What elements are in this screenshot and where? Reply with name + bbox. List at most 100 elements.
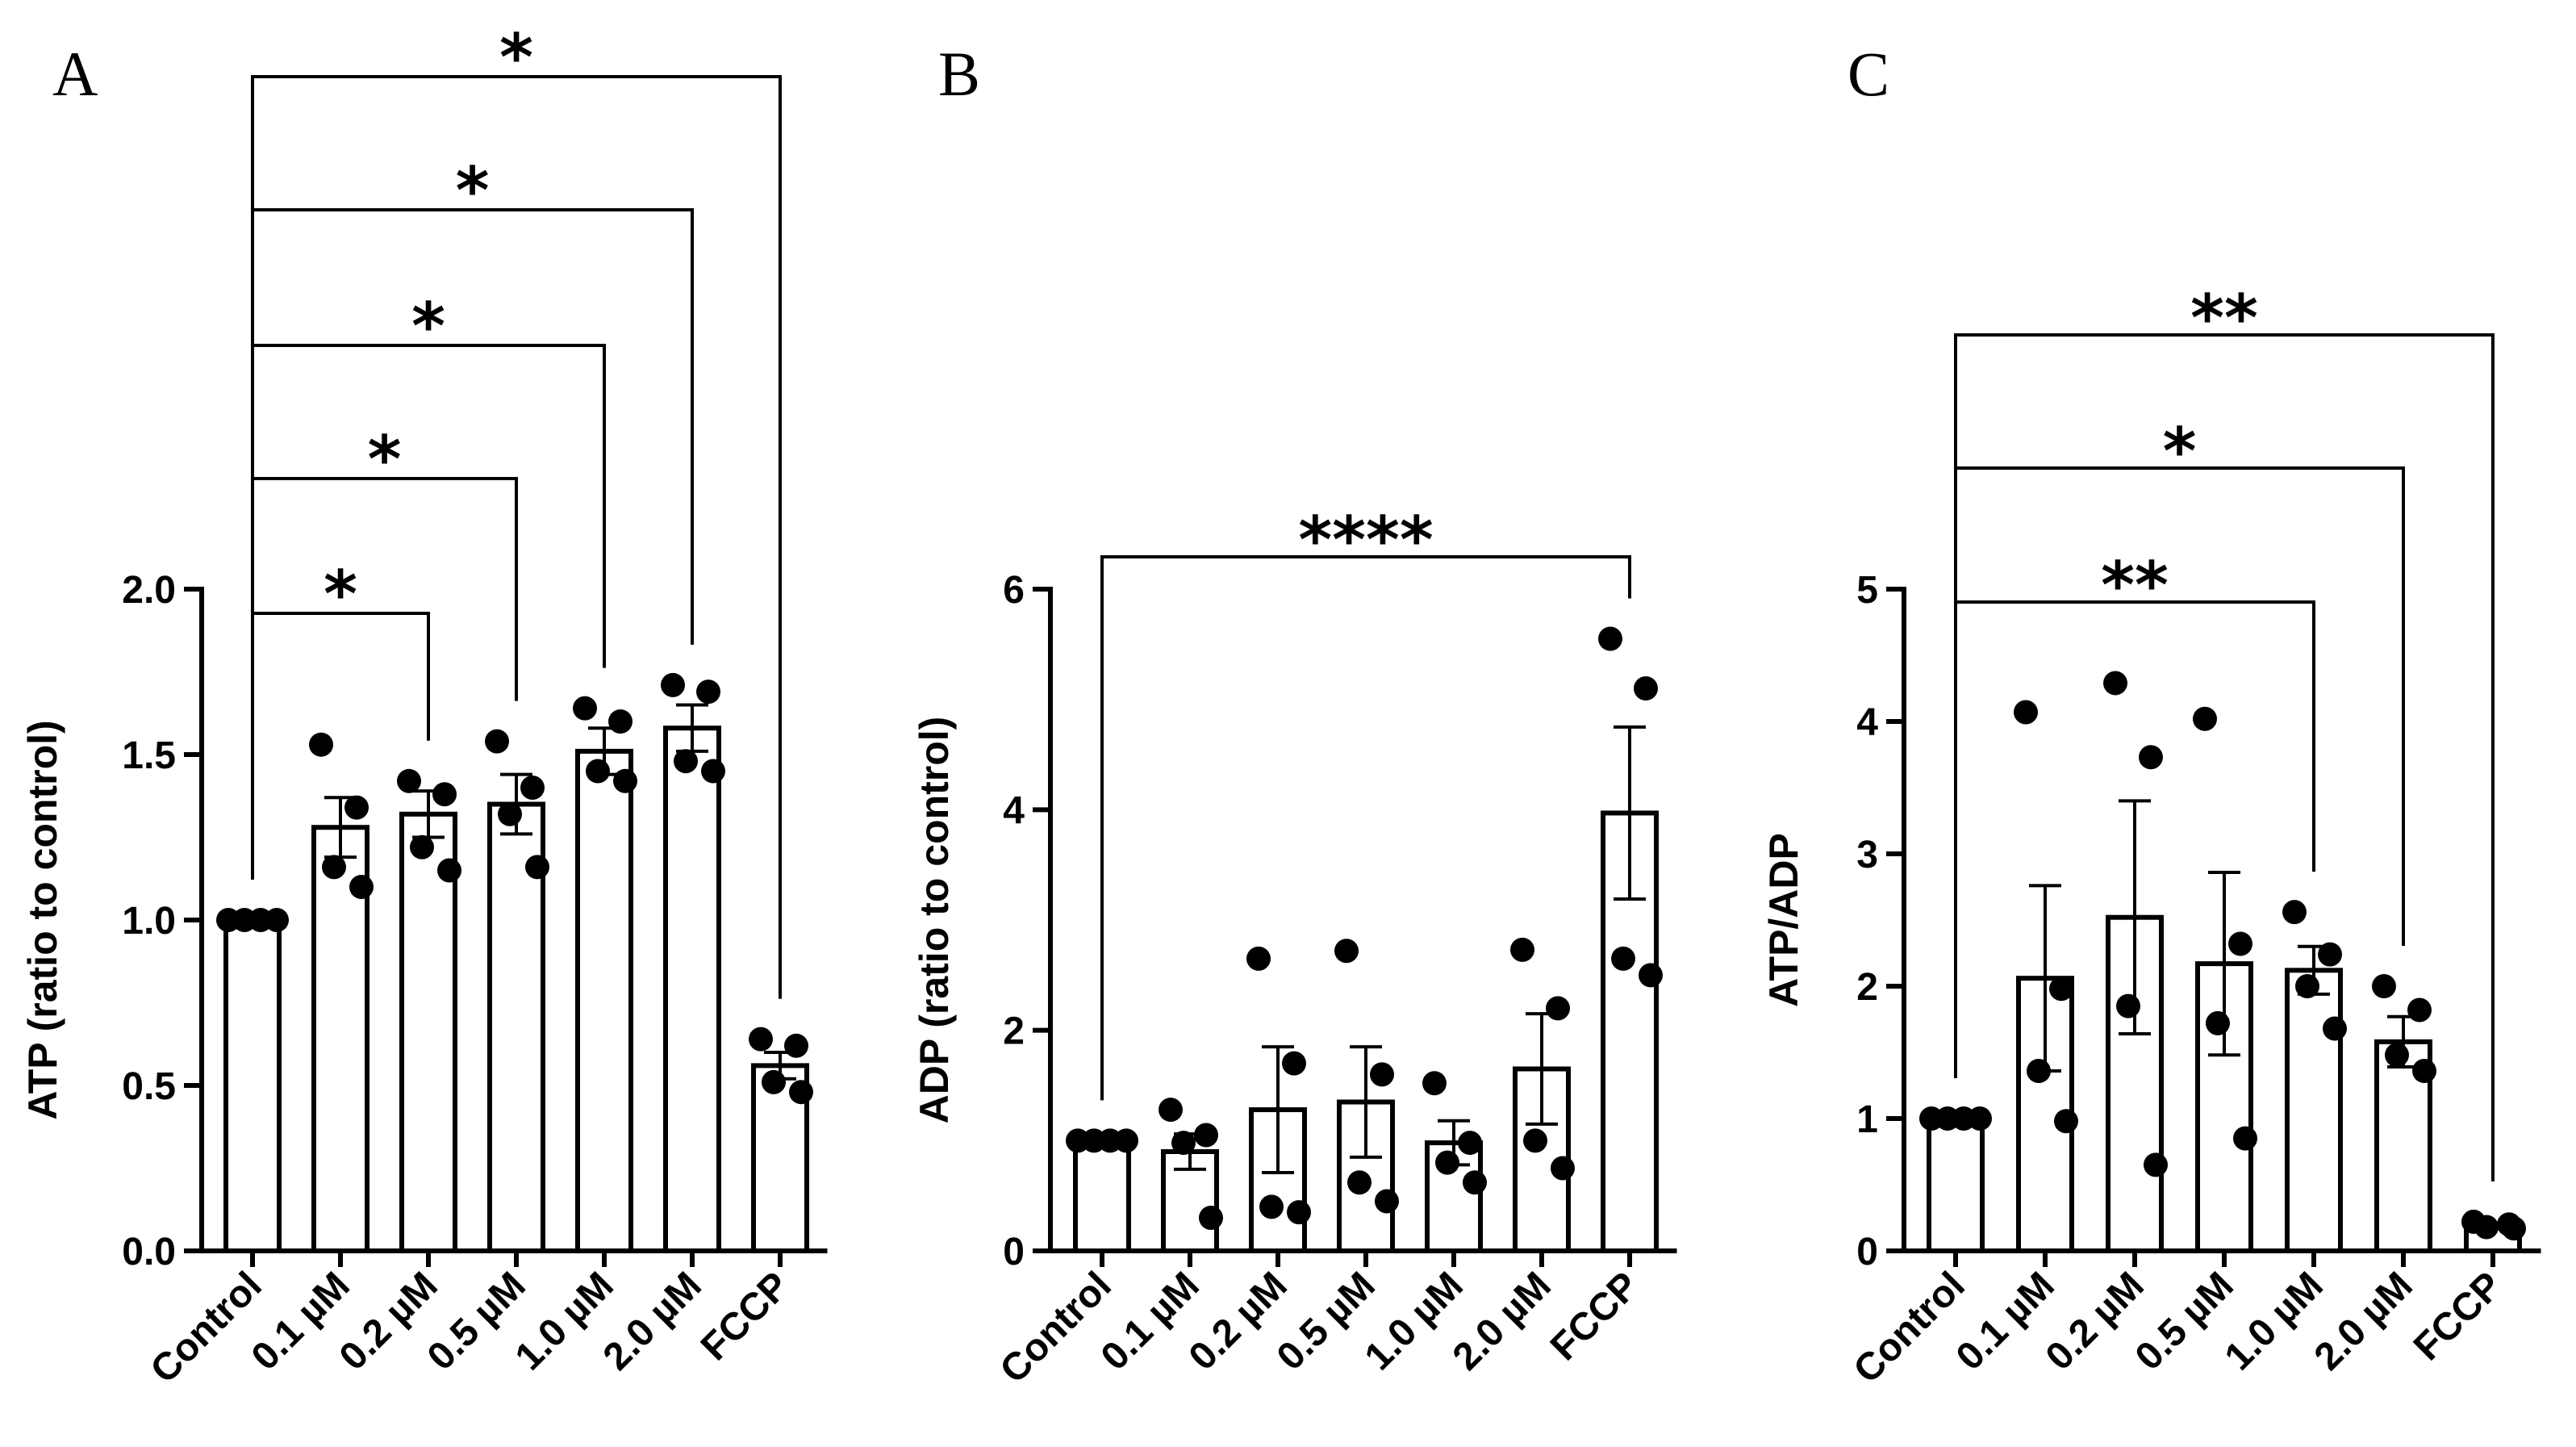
- data-point: [2103, 671, 2127, 696]
- data-point: [613, 768, 637, 793]
- data-point: [1463, 1170, 1487, 1195]
- data-point: [2027, 1058, 2051, 1083]
- x-tick-label: 2.0 µM: [2307, 1264, 2421, 1378]
- data-point: [322, 855, 346, 880]
- data-point: [1639, 963, 1663, 988]
- data-point: [1611, 946, 1635, 971]
- significance-label: **: [2190, 281, 2258, 356]
- bar: [663, 726, 721, 1253]
- data-point: [1114, 1128, 1138, 1153]
- significance-label: *: [499, 20, 533, 95]
- y-tick-label: 5: [1856, 569, 1878, 612]
- significance-label: *: [324, 557, 357, 632]
- data-point: [2474, 1215, 2499, 1240]
- data-point: [1347, 1170, 1372, 1195]
- y-tick-label: 2: [1003, 1010, 1025, 1053]
- y-axis-title: ATP (ratio to control): [20, 720, 65, 1119]
- data-point: [1968, 1106, 1992, 1131]
- data-point: [1634, 676, 1658, 700]
- x-tick-label: 0.2 µM: [2038, 1264, 2152, 1378]
- data-point: [1159, 1098, 1183, 1123]
- data-point: [2407, 997, 2432, 1023]
- panel-label: A: [52, 39, 98, 109]
- data-point: [498, 801, 522, 826]
- data-point: [1551, 1156, 1575, 1181]
- x-tick-label: 0.1 µM: [244, 1264, 358, 1378]
- data-point: [2385, 1043, 2409, 1068]
- data-point: [2502, 1216, 2526, 1241]
- data-point: [2228, 931, 2252, 956]
- y-axis-title: ADP (ratio to control): [912, 717, 957, 1124]
- data-point: [1370, 1062, 1394, 1087]
- data-point: [1523, 1128, 1547, 1153]
- data-point: [2412, 1058, 2436, 1083]
- y-axis-title: ATP/ADP: [1761, 833, 1806, 1007]
- x-tick-label: 2.0 µM: [1445, 1264, 1559, 1378]
- data-point: [1194, 1123, 1218, 1148]
- bar: [223, 918, 282, 1253]
- data-point: [2206, 1010, 2230, 1035]
- x-tick-label: 1.0 µM: [2217, 1264, 2332, 1378]
- data-point: [432, 782, 457, 807]
- significance-label: *: [456, 153, 490, 228]
- significance-label: *: [368, 422, 402, 497]
- data-point: [608, 709, 633, 734]
- data-point: [1259, 1194, 1284, 1219]
- bar: [575, 748, 633, 1253]
- bar: [2285, 968, 2343, 1253]
- x-tick-label: FCCP: [1543, 1264, 1647, 1369]
- data-point: [2116, 993, 2140, 1018]
- data-point: [1246, 946, 1271, 971]
- data-point: [2049, 977, 2073, 1002]
- data-point: [349, 875, 374, 899]
- y-tick-label: 1.5: [122, 734, 176, 777]
- data-point: [2318, 942, 2342, 967]
- data-point: [789, 1080, 813, 1105]
- data-point: [437, 858, 461, 883]
- data-point: [1287, 1200, 1311, 1225]
- bar: [399, 811, 457, 1253]
- bar: [1073, 1138, 1131, 1254]
- data-point: [2295, 974, 2319, 998]
- data-point: [573, 696, 597, 721]
- x-tick-label: 1.0 µM: [1357, 1264, 1472, 1378]
- x-tick-label: 0.1 µM: [1093, 1264, 1208, 1378]
- x-tick-label: 0.5 µM: [420, 1264, 534, 1378]
- y-tick-label: 1.0: [122, 900, 176, 943]
- data-point: [1546, 996, 1570, 1021]
- panel-label: C: [1847, 39, 1889, 109]
- significance-bracket: [251, 75, 782, 999]
- x-tick-label: Control: [992, 1264, 1120, 1391]
- x-tick-label: 2.0 µM: [595, 1264, 710, 1378]
- data-point: [520, 776, 545, 800]
- x-tick-label: FCCP: [693, 1264, 798, 1369]
- data-point: [1199, 1206, 1223, 1230]
- data-point: [397, 768, 421, 793]
- significance-bracket: [1954, 333, 2495, 1181]
- data-point: [1435, 1150, 1459, 1175]
- data-point: [2014, 700, 2038, 725]
- x-tick-label: Control: [1846, 1264, 1973, 1391]
- data-point: [2054, 1109, 2078, 1134]
- data-point: [1334, 939, 1359, 964]
- y-tick-label: 6: [1003, 569, 1025, 612]
- x-tick-label: FCCP: [2406, 1264, 2511, 1369]
- panel-label: B: [938, 39, 980, 109]
- data-point: [674, 749, 698, 774]
- x-tick-label: 0.1 µM: [1948, 1264, 2063, 1378]
- data-point: [1422, 1071, 1447, 1096]
- data-point: [1598, 626, 1622, 651]
- data-point: [344, 795, 369, 820]
- data-point: [410, 834, 434, 859]
- y-tick-label: 0.5: [122, 1065, 176, 1108]
- x-tick-label: 0.2 µM: [332, 1264, 446, 1378]
- data-point: [2193, 706, 2217, 731]
- data-point: [2282, 900, 2307, 925]
- data-point: [1458, 1131, 1482, 1156]
- data-point: [309, 732, 333, 757]
- data-point: [1510, 937, 1534, 962]
- x-tick-label: Control: [143, 1264, 270, 1391]
- data-point: [1282, 1051, 1306, 1076]
